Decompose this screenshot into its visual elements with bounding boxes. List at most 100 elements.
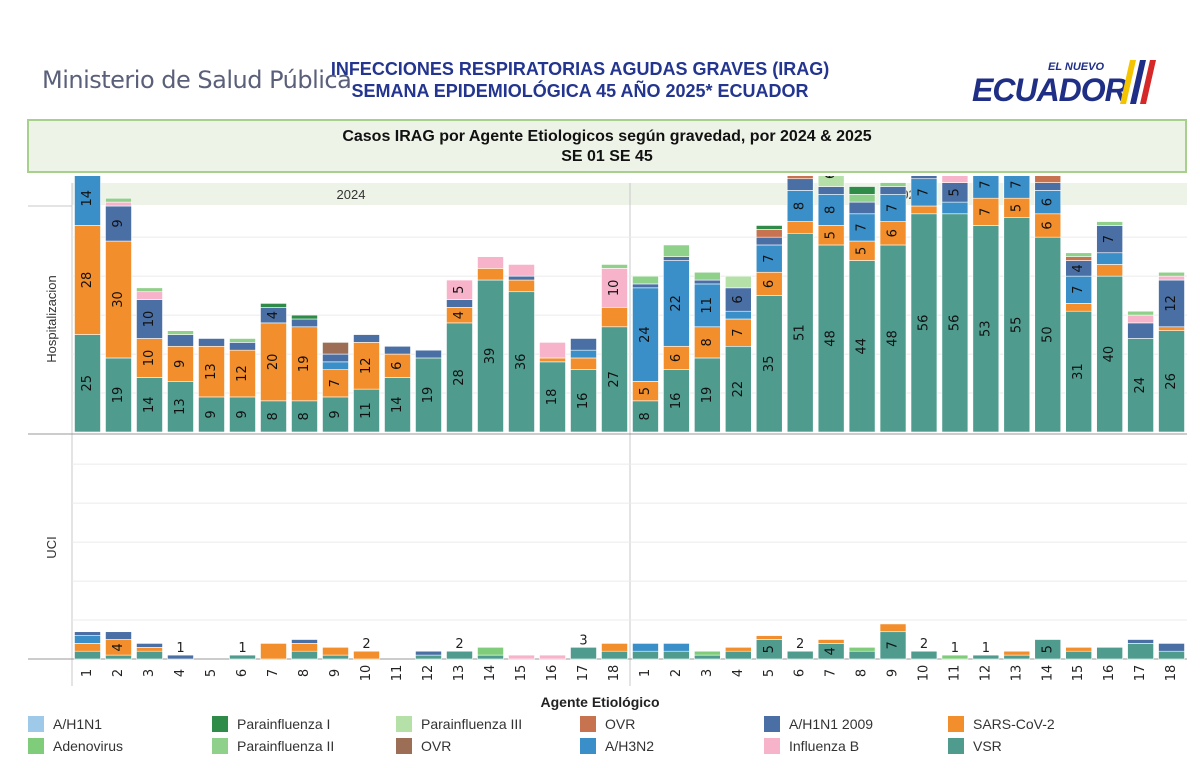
bar-segment bbox=[322, 342, 349, 355]
bar-segment bbox=[446, 299, 473, 308]
legend-title: Agente Etiológico bbox=[540, 694, 660, 710]
x-tick-label: 6 bbox=[793, 669, 808, 677]
bar-segment bbox=[291, 639, 318, 644]
data-label: 12 bbox=[235, 365, 250, 382]
x-tick-label: 13 bbox=[452, 665, 467, 682]
data-label: 14 bbox=[80, 190, 95, 207]
bar-segment bbox=[848, 650, 876, 660]
data-label: 48 bbox=[886, 330, 901, 347]
bar-segment bbox=[446, 322, 473, 433]
data-label: 18 bbox=[545, 389, 560, 406]
x-tick-label: 18 bbox=[1164, 665, 1179, 682]
bar-segment bbox=[167, 334, 194, 347]
legend-label: Influenza B bbox=[789, 738, 860, 754]
data-label: 11 bbox=[359, 402, 374, 419]
bar-segment bbox=[694, 271, 721, 281]
data-label: 36 bbox=[514, 354, 529, 371]
legend-swatch bbox=[580, 738, 596, 754]
bar-segment bbox=[74, 176, 101, 226]
bar-segment bbox=[415, 357, 442, 433]
bar-segment bbox=[291, 314, 318, 320]
data-label: 6 bbox=[1040, 221, 1055, 229]
data-label: 1 bbox=[951, 641, 959, 656]
bar-segment bbox=[694, 279, 721, 285]
bar-segment bbox=[879, 186, 907, 195]
bar-segment bbox=[477, 268, 504, 281]
logo-main-text: ECUADOR bbox=[972, 72, 1128, 108]
bar-segment bbox=[539, 361, 566, 433]
panel-header-2024: 2024 bbox=[337, 187, 366, 202]
bar-segment bbox=[1096, 275, 1123, 433]
data-label: 50 bbox=[1040, 326, 1055, 343]
bar-segment bbox=[198, 345, 225, 398]
bar-segment bbox=[477, 647, 504, 656]
bar-segment bbox=[879, 182, 907, 187]
bar-segment bbox=[1158, 643, 1185, 652]
bar-segment bbox=[105, 197, 132, 203]
bar-segment bbox=[755, 236, 783, 246]
bar-segment bbox=[725, 310, 752, 320]
x-tick-label: 16 bbox=[1102, 665, 1117, 682]
bar-segment bbox=[663, 650, 690, 660]
bar-segment bbox=[167, 330, 194, 335]
bar-segment bbox=[725, 647, 752, 652]
x-tick-label: 7 bbox=[824, 669, 839, 677]
bar-segment bbox=[848, 201, 876, 215]
x-tick-label: 4 bbox=[173, 669, 188, 677]
legend-item: Influenza B bbox=[764, 737, 859, 755]
legend-label: Parainfluenza I bbox=[237, 716, 331, 732]
data-label: 4 bbox=[266, 311, 281, 319]
bar-segment bbox=[972, 654, 1000, 660]
data-label: 14 bbox=[142, 396, 157, 413]
bar-segment bbox=[384, 377, 411, 433]
bar-segment bbox=[601, 268, 628, 308]
bar-segment bbox=[817, 176, 845, 187]
data-label: 2 bbox=[920, 637, 928, 652]
bar-segment bbox=[291, 400, 318, 433]
bar-segment bbox=[570, 369, 597, 433]
data-label: 8 bbox=[266, 412, 281, 420]
bar-segment bbox=[1065, 650, 1092, 660]
bar-segment bbox=[786, 178, 814, 191]
bar-segment bbox=[1003, 654, 1031, 660]
legend-label: A/H1N1 2009 bbox=[789, 716, 874, 732]
bar-segment bbox=[1158, 330, 1185, 433]
data-label: 13 bbox=[204, 363, 219, 380]
bar-segment bbox=[663, 256, 690, 261]
bar-segment bbox=[167, 654, 194, 660]
bar-segment bbox=[694, 283, 721, 328]
bar-segment bbox=[601, 307, 628, 328]
bar-segment bbox=[74, 631, 101, 636]
data-label: 39 bbox=[483, 348, 498, 365]
legend-swatch bbox=[212, 738, 228, 754]
data-label: 6 bbox=[390, 362, 405, 370]
bar-segment bbox=[601, 650, 628, 660]
bar-segment bbox=[755, 635, 783, 640]
data-label: 28 bbox=[80, 272, 95, 289]
data-label: 2 bbox=[362, 637, 370, 652]
bar-segment bbox=[848, 647, 876, 652]
data-label: 6 bbox=[731, 295, 746, 303]
bar-segment bbox=[1158, 271, 1185, 277]
data-label: 22 bbox=[731, 381, 746, 398]
bar-segment bbox=[415, 349, 442, 359]
bar-segment bbox=[1158, 650, 1185, 660]
data-label: 5 bbox=[638, 387, 653, 395]
bar-segment bbox=[817, 194, 845, 226]
data-label: 4 bbox=[452, 311, 467, 319]
data-label: 31 bbox=[1071, 363, 1086, 380]
data-label: 7 bbox=[978, 208, 993, 216]
bar-segment bbox=[353, 342, 380, 390]
data-label: 7 bbox=[916, 188, 931, 196]
bar-segment bbox=[1034, 639, 1062, 660]
bar-segment bbox=[353, 650, 380, 660]
bar-segment bbox=[229, 338, 256, 343]
bar-segment bbox=[879, 244, 907, 433]
data-label: 6 bbox=[669, 354, 684, 362]
x-tick-label: 10 bbox=[916, 665, 931, 682]
logo-stripe-blue bbox=[1130, 60, 1146, 104]
chart-subtitle-line1: Casos IRAG por Agente Etiologicos según … bbox=[342, 128, 872, 145]
x-tick-label: 12 bbox=[978, 665, 993, 682]
x-tick-label: 9 bbox=[328, 669, 343, 677]
bar-segment bbox=[1065, 256, 1092, 261]
